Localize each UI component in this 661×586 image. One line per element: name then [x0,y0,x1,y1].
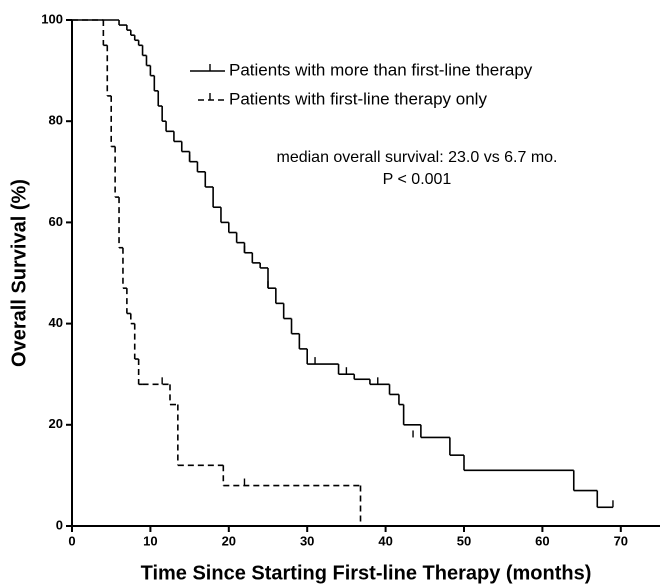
legend-label: Patients with more than first-line thera… [229,60,533,79]
x-tick-label: 40 [378,533,392,548]
y-axis-title: Overall Survival (%) [8,179,30,367]
y-tick-label: 40 [49,315,63,330]
y-tick-label: 60 [49,214,63,229]
legend-label: Patients with first-line therapy only [229,89,487,108]
x-axis-title: Time Since Starting First-line Therapy (… [141,562,592,584]
y-tick-label: 80 [49,113,63,128]
x-tick-label: 70 [614,533,628,548]
y-tick-label: 100 [41,11,63,26]
x-tick-label: 60 [535,533,549,548]
x-tick-label: 50 [457,533,471,548]
y-tick-label: 20 [49,416,63,431]
x-tick-label: 20 [222,533,236,548]
annotation: median overall survival: 23.0 vs 6.7 mo. [276,149,557,166]
annotation: P < 0.001 [383,171,452,188]
x-tick-label: 0 [68,533,75,548]
y-tick-label: 0 [56,517,63,532]
x-tick-label: 10 [143,533,157,548]
x-tick-label: 30 [300,533,314,548]
